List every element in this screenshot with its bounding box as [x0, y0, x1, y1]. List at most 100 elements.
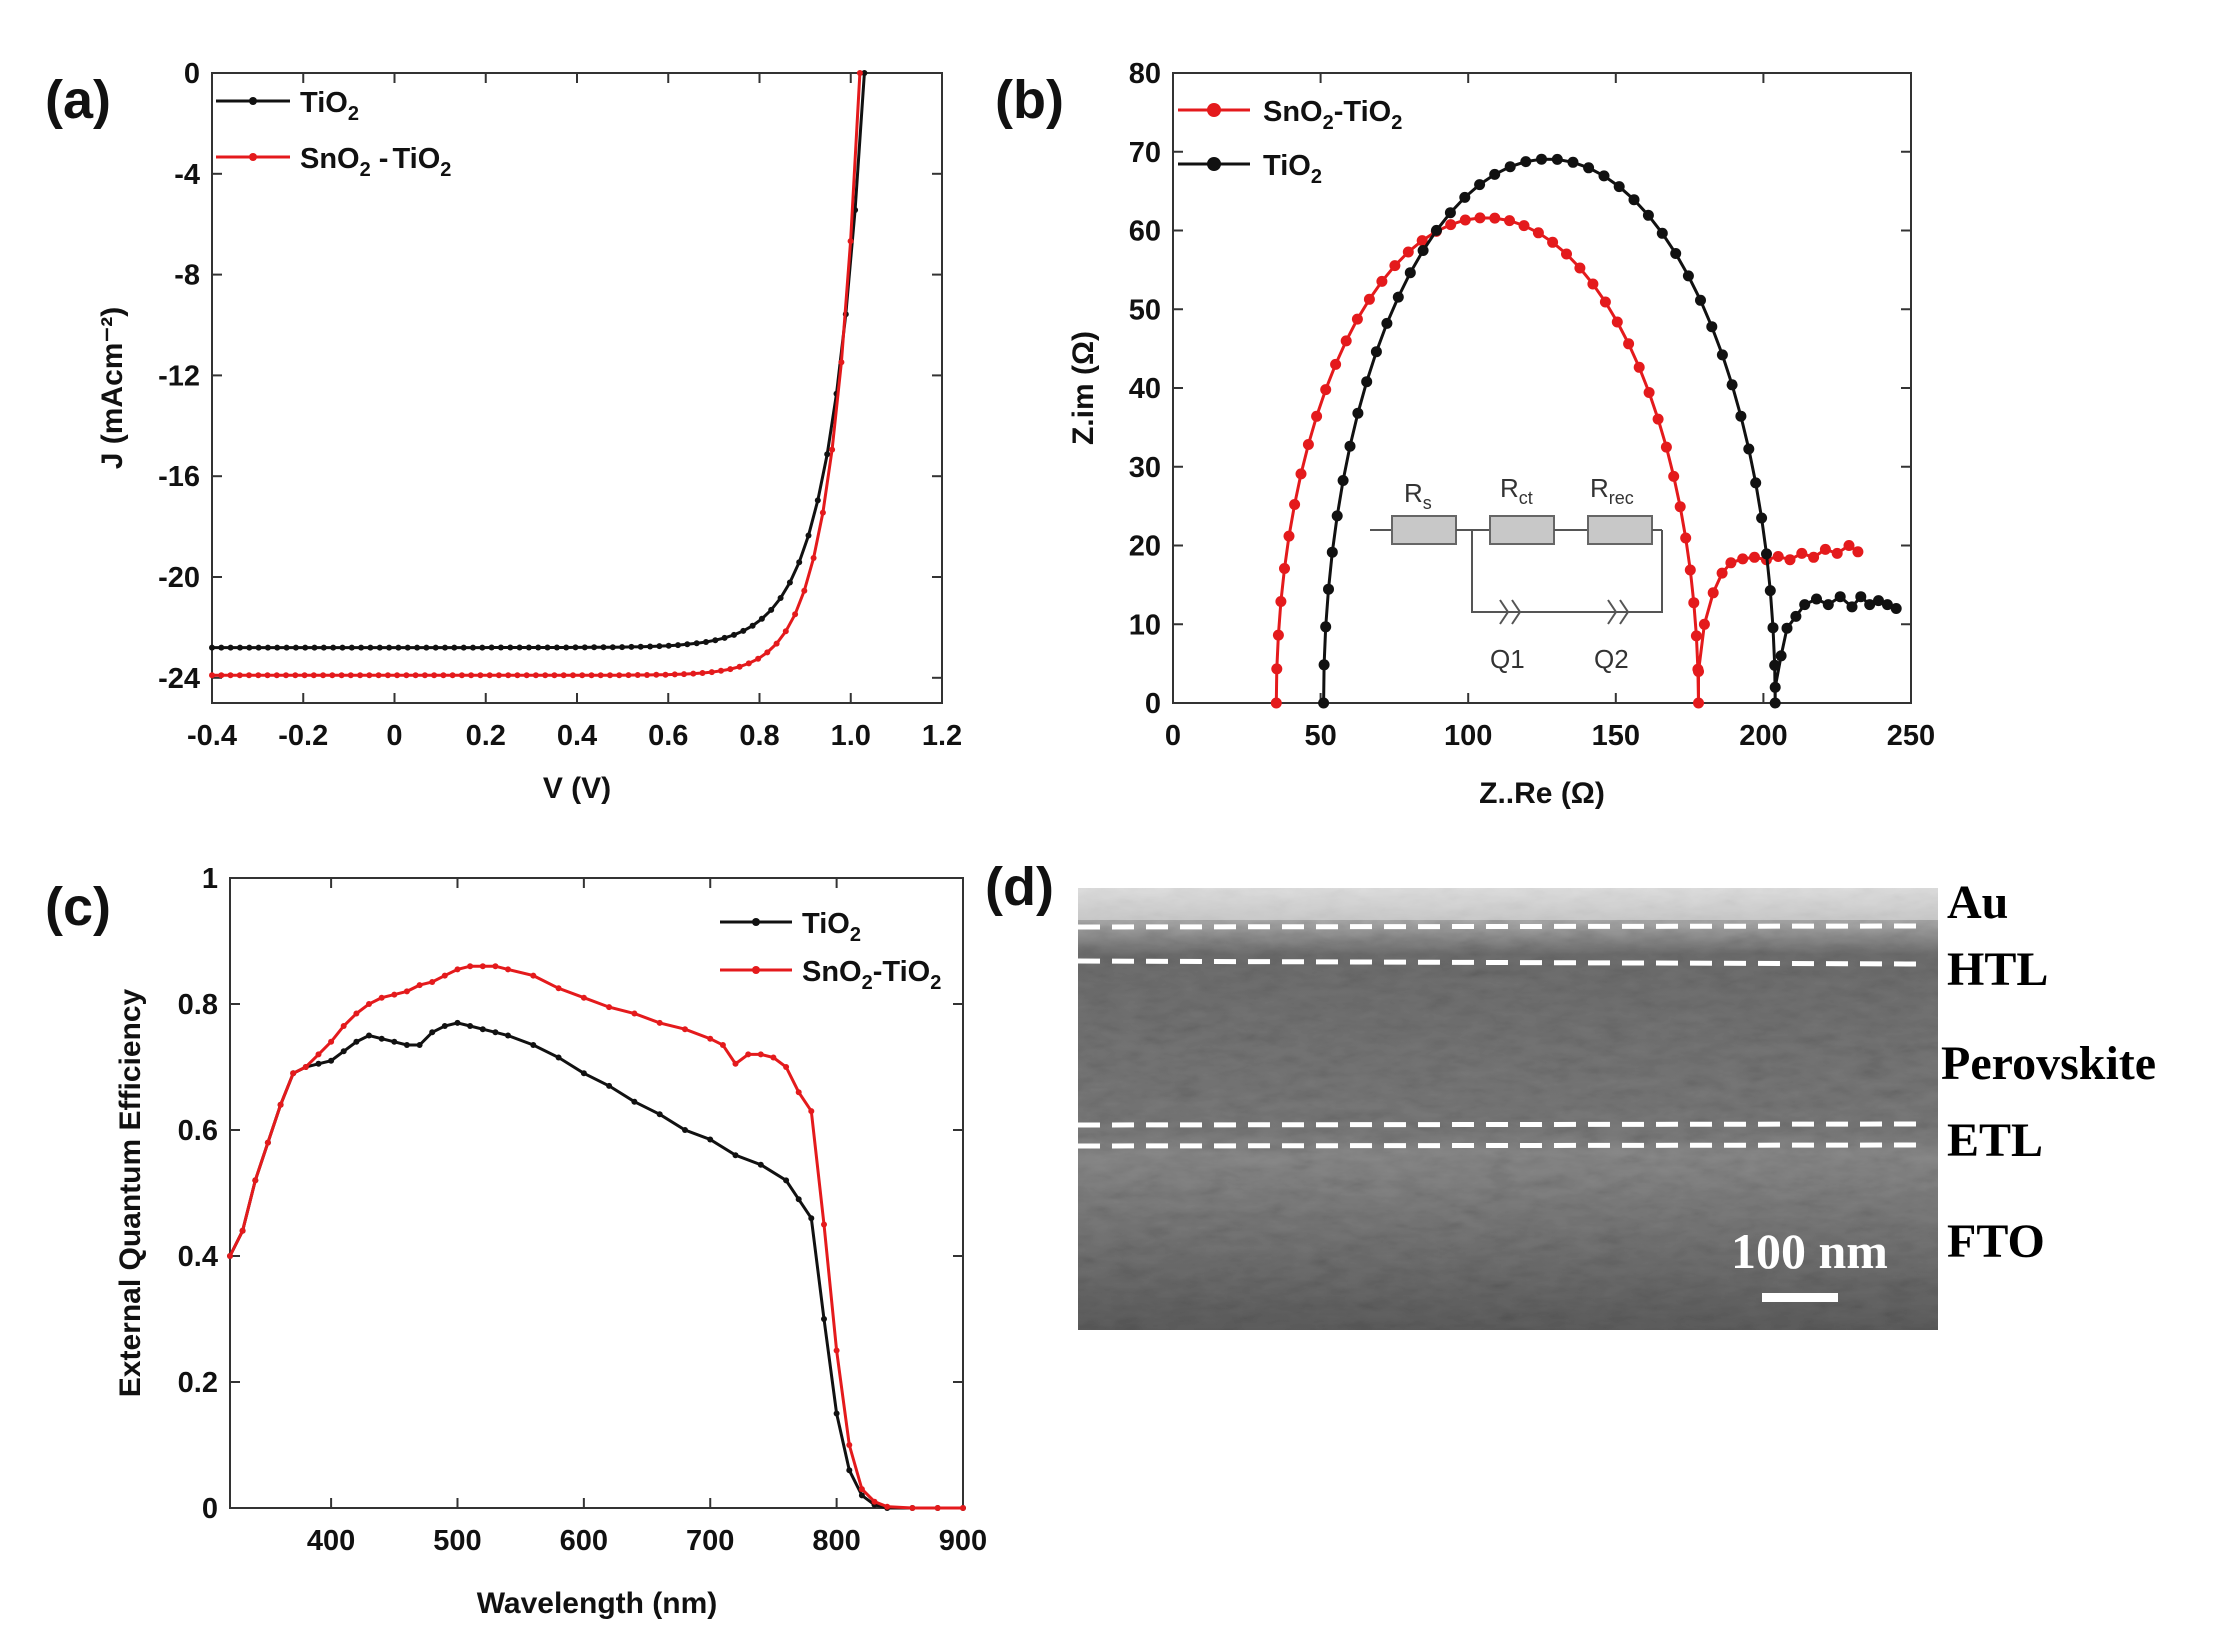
panel-c-series [227, 963, 966, 1511]
eis-tio2-point [1598, 170, 1610, 182]
eis-sno2-tio2-point [1532, 227, 1544, 239]
eqe-sno2-tio2-point [239, 1227, 246, 1234]
panel-b-legend: SnO2-TiO2 TiO2 [1178, 96, 1402, 188]
jv-tio2-point [386, 644, 393, 651]
jv-tio2-point [563, 644, 570, 651]
jv-sno2-tio2-point [819, 509, 826, 516]
eis-tio2-point [1670, 248, 1682, 259]
eqe-sno2-tio2-point [378, 994, 385, 1001]
jv-tio2-point [619, 644, 626, 651]
eqe-tio2-point [467, 1023, 474, 1029]
jv-tio2-point [470, 644, 476, 651]
eqe-tio2-point [492, 1029, 499, 1036]
eqe-sno2-tio2-point [264, 1139, 271, 1146]
jv-sno2-tio2-point [616, 672, 623, 679]
eis-tio2-point [1656, 227, 1668, 239]
xtick-label: -0.4 [187, 720, 237, 752]
jv-sno2-tio2-point [773, 640, 780, 647]
legend-tio2: TiO2 [300, 87, 359, 125]
eis-tio2-point [1855, 591, 1867, 603]
jv-tio2-point [805, 532, 812, 539]
eqe-tio2-point [631, 1098, 638, 1105]
jv-sno2-tio2-point [718, 667, 724, 674]
eqe-tio2-point [656, 1111, 663, 1118]
eqe-tio2-point [808, 1215, 815, 1222]
jv-tio2-point [264, 644, 271, 651]
eis-tio2-point [1628, 194, 1640, 206]
eis-tio2-point [1767, 622, 1779, 634]
panel-b-series [1270, 153, 1902, 709]
eis-sno2-tio2-point [1852, 546, 1864, 558]
eis-sno2-tio2-point [1737, 553, 1749, 565]
jv-sno2-tio2-point [801, 587, 808, 594]
jv-tio2-point [497, 644, 504, 651]
ytick-label: 1 [202, 863, 218, 895]
eis-tio2-point [1536, 153, 1547, 165]
jv-tio2-point [731, 631, 737, 638]
sem-au-layer [1078, 888, 1938, 920]
layer-label-htl: HTL [1947, 943, 2048, 996]
jv-sno2-tio2-point [477, 672, 484, 679]
eis-tio2-point [1726, 379, 1738, 391]
eis-tio2-point [1811, 593, 1822, 605]
eis-sno2-tio2-point [1808, 551, 1820, 563]
eis-tio2-point [1682, 270, 1694, 282]
jv-sno2-tio2-point [551, 672, 558, 679]
eis-sno2-tio2-point [1599, 296, 1611, 308]
eis-sno2-tio2-point [1271, 663, 1283, 675]
xtick-label: 0 [1165, 720, 1181, 752]
eis-tio2-point [1352, 407, 1364, 419]
ytick-label: 60 [1129, 216, 1161, 248]
jv-sno2-tio2-point [292, 672, 299, 679]
eis-tio2-point [1881, 599, 1893, 611]
jv-tio2-point [488, 644, 495, 651]
eis-tio2-point [1381, 317, 1393, 329]
jv-sno2-tio2-point [690, 670, 697, 677]
eis-tio2-point [1459, 191, 1471, 203]
jv-tio2-point [637, 643, 644, 650]
jv-tio2-point [395, 644, 402, 651]
xtick-label: 200 [1739, 720, 1787, 752]
ytick-label: 80 [1129, 58, 1161, 90]
jv-sno2-tio2-point [847, 238, 854, 245]
xtick-label: 0.2 [466, 720, 506, 752]
jv-sno2-tio2-point [264, 672, 271, 679]
eqe-sno2-tio2-point [821, 1221, 827, 1228]
xtick-label: 50 [1304, 720, 1336, 752]
circuit-rct-label: Rct [1500, 473, 1533, 508]
eqe-tio2-point [391, 1038, 398, 1045]
jv-tio2-point [628, 643, 635, 650]
eis-tio2-point [1822, 599, 1834, 611]
eis-tio2-point [1583, 162, 1595, 174]
eis-tio2-point [1716, 349, 1728, 361]
eis-sno2-tio2-point [1688, 597, 1700, 609]
eis-sno2-tio2-point [1693, 697, 1704, 709]
eis-tio2-point [1318, 659, 1330, 671]
eis-tio2-point [1769, 697, 1781, 709]
ytick-label: -16 [158, 461, 200, 493]
jv-tio2-point [367, 644, 374, 651]
jv-sno2-tio2-point [708, 669, 715, 676]
jv-tio2-point [656, 643, 663, 650]
jv-sno2-tio2-point [255, 672, 262, 679]
eqe-sno2-tio2-point [732, 1060, 739, 1067]
panel-c-label: (c) [45, 877, 111, 937]
jv-tio2-point [442, 644, 448, 651]
jv-sno2-tio2-point [810, 555, 817, 561]
jv-tio2-point [535, 644, 542, 651]
jv-tio2-point [339, 644, 346, 651]
panel-d: (d) 100 nm Au HTL Perovskite ETL FTO [985, 857, 2156, 1330]
jv-sno2-tio2-point [560, 672, 567, 679]
jv-sno2-tio2-point [329, 672, 336, 679]
eis-tio2-point [1873, 595, 1884, 607]
jv-sno2-tio2-point [782, 628, 789, 635]
circuit-rrec-label: Rrec [1590, 473, 1634, 508]
ytick-label: -12 [158, 360, 200, 392]
eis-sno2-tio2-point [1660, 441, 1672, 453]
xtick-label: 700 [686, 1525, 734, 1557]
xtick-label: -0.2 [278, 720, 328, 752]
eis-sno2-tio2-point [1445, 219, 1457, 231]
jv-tio2-point [777, 595, 784, 601]
jv-sno2-tio2-point [625, 672, 632, 679]
resistor-rct [1489, 515, 1555, 545]
